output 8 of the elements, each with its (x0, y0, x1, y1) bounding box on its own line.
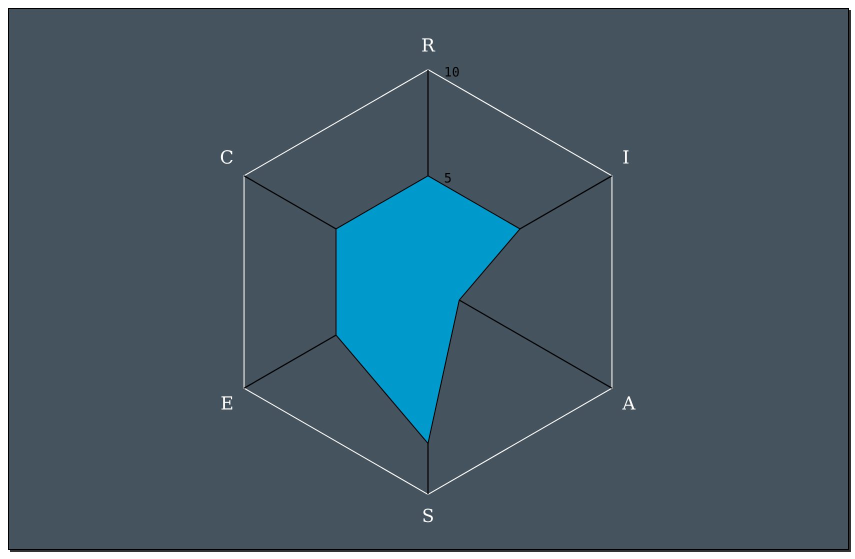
spoke-label: A (621, 394, 636, 415)
spoke-label: R (421, 35, 436, 56)
spoke-label: I (622, 148, 630, 169)
spoke-label: E (220, 394, 234, 415)
spoke-label: C (220, 148, 234, 169)
y-tick-label: 10 (444, 65, 460, 80)
spoke-label: S (422, 506, 434, 527)
y-tick-label: 5 (444, 172, 452, 187)
